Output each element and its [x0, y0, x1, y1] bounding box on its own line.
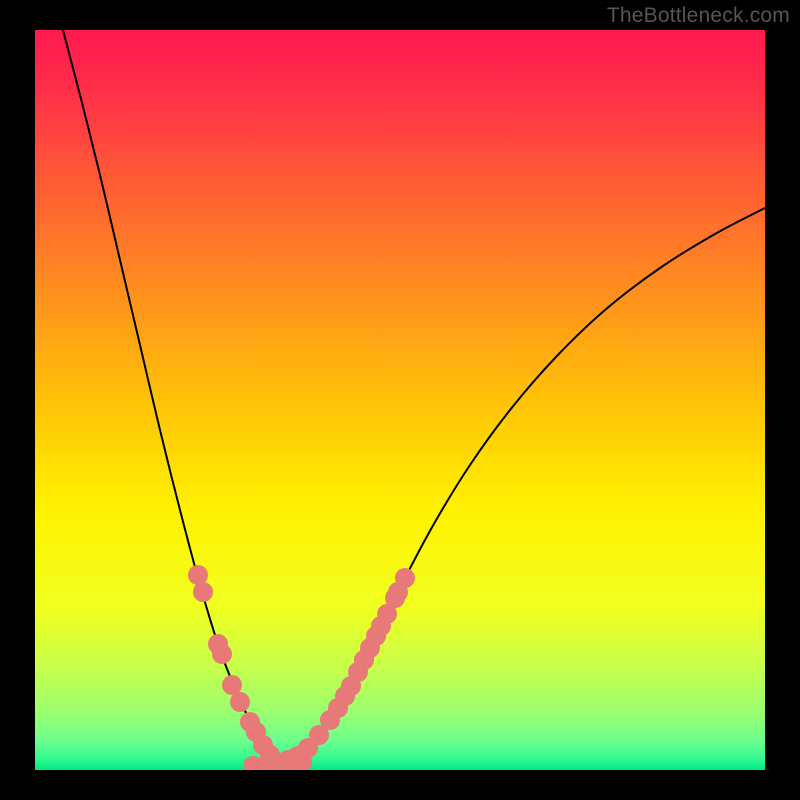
chart-container: TheBottleneck.com [0, 0, 800, 800]
watermark-text: TheBottleneck.com [607, 4, 790, 28]
data-marker [188, 565, 208, 585]
data-marker [230, 692, 250, 712]
plot-background [35, 30, 765, 770]
bottleneck-chart [0, 0, 800, 800]
data-marker [395, 568, 415, 588]
data-marker [212, 644, 232, 664]
data-marker [222, 675, 242, 695]
data-marker [193, 582, 213, 602]
